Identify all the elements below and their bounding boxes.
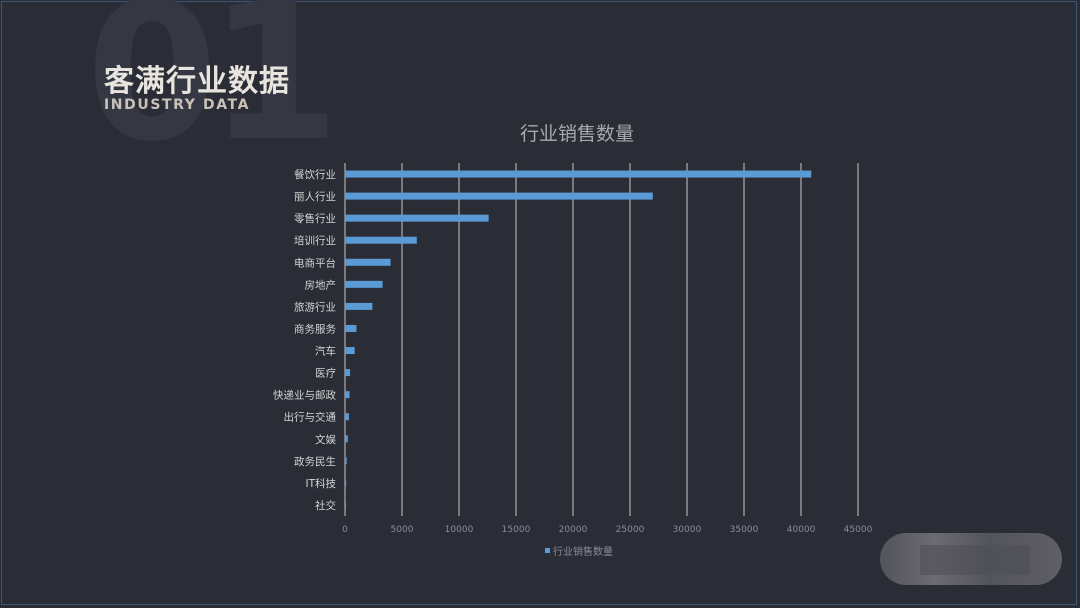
category-label-6: 旅游行业 [294,300,336,313]
bar-15 [345,501,346,509]
bar-6 [345,302,373,310]
x-tick-label-5000: 5000 [391,525,414,535]
bar-11 [345,413,349,421]
category-label-0: 餐饮行业 [294,168,336,181]
x-tick-label-35000: 35000 [730,525,759,535]
category-label-3: 培训行业 [294,234,336,247]
bar-10 [345,391,350,399]
x-tick-label-25000: 25000 [616,525,645,535]
category-label-12: 文娱 [315,433,336,446]
x-tick-label-40000: 40000 [787,525,816,535]
x-tick-label-30000: 30000 [673,525,702,535]
category-label-1: 丽人行业 [294,190,336,203]
category-label-4: 电商平台 [294,256,336,269]
x-tick-label-20000: 20000 [559,525,588,535]
x-tick-label-10000: 10000 [445,525,474,535]
bar-9 [345,369,351,377]
legend-swatch [545,548,550,553]
x-tick-label-0: 0 [342,525,348,535]
page-subtitle: INDUSTRY DATA [104,97,251,113]
category-label-5: 房地产 [305,278,337,291]
x-tick-label-15000: 15000 [502,525,531,535]
bar-1 [345,192,653,200]
chart-title: 行业销售数量 [520,123,634,145]
category-label-11: 出行与交通 [284,411,337,424]
section-number-watermark: 01 [86,0,340,183]
bar-3 [345,236,417,244]
bar-4 [345,258,391,266]
bar-12 [345,435,348,443]
bar-2 [345,214,489,222]
blurred-watermark-inner [920,545,1030,575]
bar-0 [345,170,812,178]
category-label-15: 社交 [315,499,336,512]
bar-14 [345,479,347,487]
category-label-9: 医疗 [315,367,336,380]
bar-7 [345,324,357,332]
category-label-14: IT科技 [305,477,336,490]
page-title: 客满行业数据 [104,64,290,99]
category-label-8: 汽车 [315,345,336,358]
bar-13 [345,457,347,465]
bar-5 [345,280,383,288]
bar-8 [345,347,355,355]
x-tick-label-45000: 45000 [844,525,873,535]
category-label-7: 商务服务 [294,322,336,335]
category-label-13: 政务民生 [294,455,336,468]
legend-label: 行业销售数量 [553,545,613,558]
category-label-10: 快递业与邮政 [273,389,336,402]
category-label-2: 零售行业 [294,212,336,225]
